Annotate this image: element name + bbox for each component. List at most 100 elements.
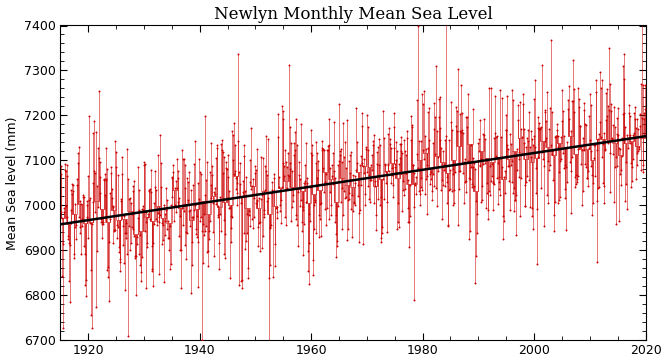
Point	[398, 192, 409, 198]
Point	[351, 167, 362, 173]
Point	[493, 179, 504, 185]
Point	[626, 178, 637, 184]
Point	[277, 103, 287, 109]
Point	[475, 118, 486, 123]
Point	[402, 129, 412, 134]
Point	[302, 180, 313, 186]
Point	[161, 197, 172, 203]
Point	[429, 184, 440, 189]
Point	[383, 131, 394, 137]
Point	[163, 234, 173, 240]
Point	[482, 190, 493, 196]
Point	[570, 172, 581, 178]
Point	[265, 225, 275, 231]
Point	[149, 200, 159, 206]
Point	[397, 208, 408, 214]
Point	[433, 168, 444, 174]
Point	[151, 216, 161, 222]
Point	[487, 162, 498, 167]
Point	[594, 69, 605, 75]
Point	[163, 219, 173, 224]
Point	[599, 200, 610, 206]
Point	[436, 216, 447, 222]
Point	[445, 186, 456, 192]
Point	[225, 239, 236, 245]
Point	[282, 172, 293, 178]
Point	[133, 187, 144, 192]
Point	[460, 156, 470, 162]
Point	[135, 278, 146, 284]
Point	[366, 177, 376, 183]
Point	[202, 159, 213, 165]
Point	[615, 171, 626, 176]
Point	[268, 175, 279, 181]
Point	[430, 114, 440, 120]
Point	[243, 212, 254, 218]
Point	[112, 223, 123, 228]
Point	[427, 188, 438, 193]
Point	[514, 156, 524, 162]
Point	[493, 201, 504, 207]
Point	[435, 137, 446, 143]
Point	[210, 155, 221, 161]
Point	[93, 155, 104, 161]
Point	[117, 223, 128, 229]
Point	[207, 172, 217, 178]
Point	[319, 147, 329, 152]
Point	[354, 162, 365, 168]
Point	[201, 249, 212, 255]
Point	[369, 200, 380, 206]
Point	[396, 142, 406, 147]
Point	[147, 283, 158, 289]
Point	[472, 230, 482, 236]
Point	[538, 148, 548, 154]
Point	[222, 167, 233, 172]
Point	[57, 241, 68, 247]
Point	[235, 181, 245, 187]
Point	[241, 174, 251, 180]
Point	[79, 195, 89, 200]
Point	[374, 142, 385, 148]
Point	[261, 168, 271, 174]
Point	[421, 176, 432, 182]
Point	[279, 163, 289, 169]
Point	[162, 226, 173, 232]
Point	[267, 188, 278, 194]
Point	[606, 101, 617, 107]
Point	[434, 125, 445, 130]
Point	[173, 196, 184, 201]
Point	[340, 195, 351, 200]
Point	[299, 221, 309, 227]
Point	[442, 200, 453, 206]
Point	[139, 159, 149, 164]
Point	[596, 85, 606, 90]
Point	[410, 183, 421, 188]
Point	[156, 184, 167, 190]
Point	[356, 182, 366, 187]
Point	[560, 164, 571, 170]
Point	[285, 124, 295, 130]
Title: Newlyn Monthly Mean Sea Level: Newlyn Monthly Mean Sea Level	[213, 5, 492, 23]
Point	[323, 143, 334, 149]
Point	[134, 251, 145, 257]
Point	[159, 232, 170, 237]
Point	[99, 176, 109, 182]
Point	[418, 88, 429, 94]
Point	[640, 82, 650, 88]
Point	[320, 171, 331, 177]
Point	[496, 164, 507, 170]
Point	[303, 268, 313, 274]
Point	[237, 189, 248, 195]
Point	[248, 225, 259, 231]
Point	[143, 214, 153, 220]
Point	[141, 240, 152, 245]
Point	[66, 207, 77, 213]
Point	[294, 203, 305, 209]
Point	[170, 202, 181, 208]
Point	[101, 267, 112, 273]
Point	[506, 162, 516, 168]
Point	[630, 116, 640, 122]
Point	[462, 91, 473, 97]
Point	[117, 154, 127, 160]
Point	[260, 163, 271, 169]
